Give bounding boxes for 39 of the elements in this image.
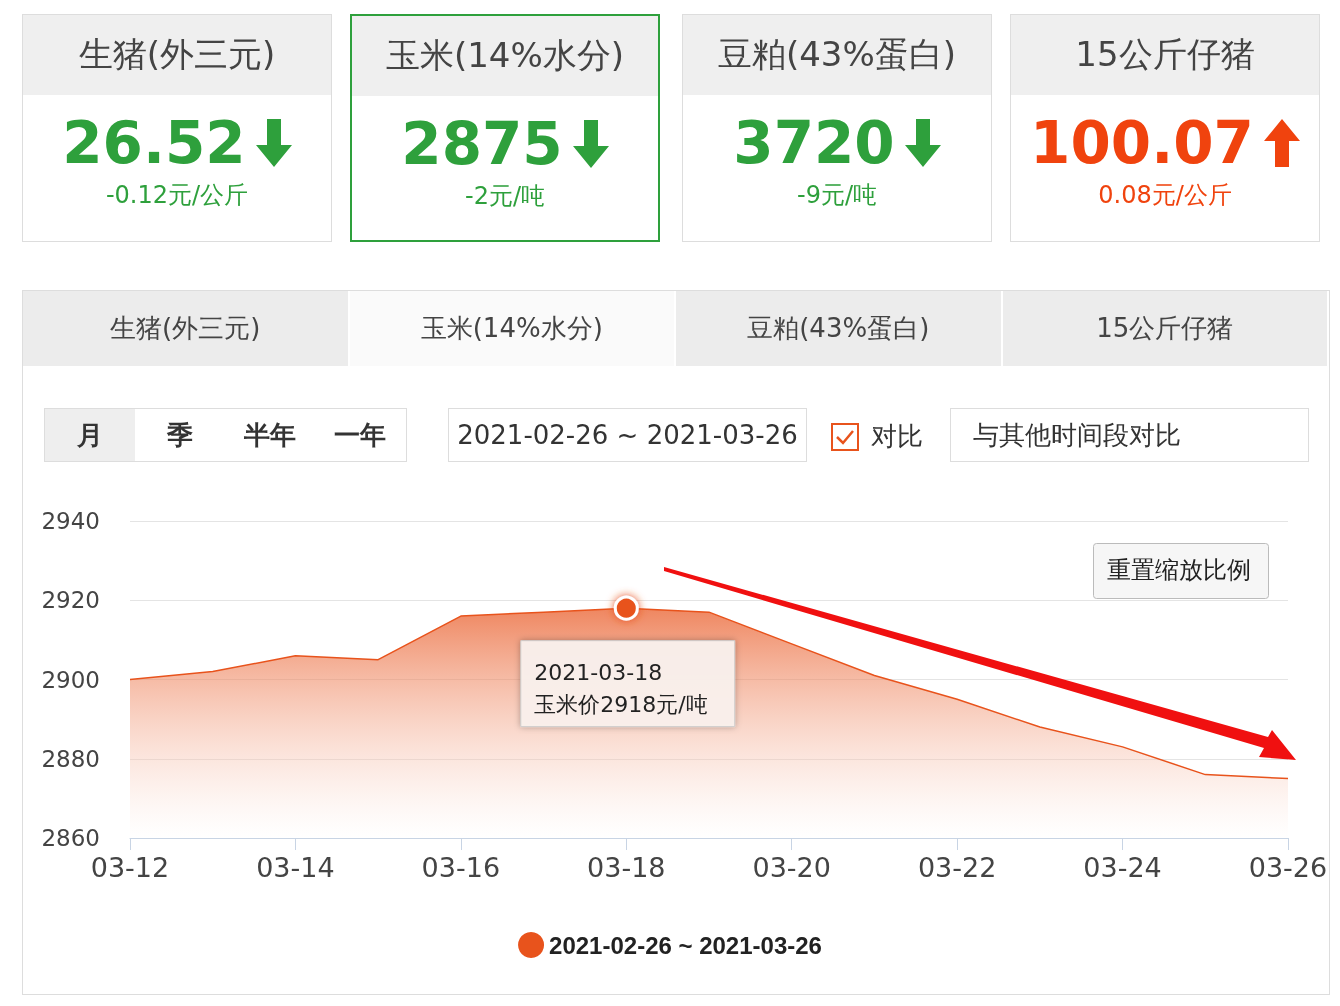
- annotation: 重置缩放比例: [1107, 555, 1251, 583]
- category-label: 生猪(外三元): [110, 313, 261, 343]
- x-tick-label: 03-26: [1248, 852, 1328, 883]
- data-label: 3720: [733, 109, 895, 177]
- category-label: 15公斤仔猪: [1096, 313, 1234, 343]
- data-label: -0.12元/公斤: [104, 180, 250, 211]
- text: 2021-02-26 ~ 2021-03-26: [448, 408, 807, 462]
- data-label: 100.07: [1030, 109, 1254, 177]
- data-label: -2元/吨: [464, 181, 546, 212]
- category-label: 15公斤仔猪: [1011, 15, 1319, 95]
- y-tick-label: 2860: [41, 825, 100, 851]
- category-label: 玉米(14%水分): [352, 16, 658, 96]
- y-tick-label: 2920: [41, 587, 100, 614]
- data-label: 2875: [401, 110, 563, 178]
- x-tick-label: 03-14: [256, 852, 335, 883]
- x-tick-label: 03-16: [421, 852, 501, 883]
- category-label: 豆粕(43%蛋白): [683, 15, 991, 95]
- y-tick-label: 2940: [41, 508, 100, 534]
- category-label: 豆粕(43%蛋白): [747, 313, 930, 343]
- x-tick-label: 03-18: [587, 852, 666, 883]
- x-tick-label: 03-24: [1083, 852, 1162, 883]
- text: 月: [45, 409, 135, 461]
- legend-label: 2021-02-26 ~ 2021-03-26: [549, 931, 822, 959]
- y-tick-label: 2900: [41, 666, 100, 693]
- category-label: 生猪(外三元): [23, 15, 331, 95]
- annotation: 2021-03-18 玉米价2918元/吨: [534, 659, 708, 717]
- text: 季: [166, 418, 194, 452]
- data-label: 0.08元/公斤: [1097, 180, 1233, 211]
- data-label: -9元/吨: [796, 180, 878, 211]
- x-tick-label: 03-20: [752, 852, 831, 883]
- text: 半年: [243, 418, 297, 452]
- data-label: 26.52: [62, 109, 246, 177]
- text: 对比: [871, 420, 923, 453]
- x-tick-label: 03-12: [90, 852, 170, 883]
- text: 与其他时间段对比: [950, 408, 1309, 462]
- x-tick-label: 03-22: [917, 852, 997, 883]
- category-label: 玉米(14%水分): [420, 313, 603, 343]
- y-tick-label: 2880: [41, 745, 100, 772]
- text: 一年: [333, 418, 387, 452]
